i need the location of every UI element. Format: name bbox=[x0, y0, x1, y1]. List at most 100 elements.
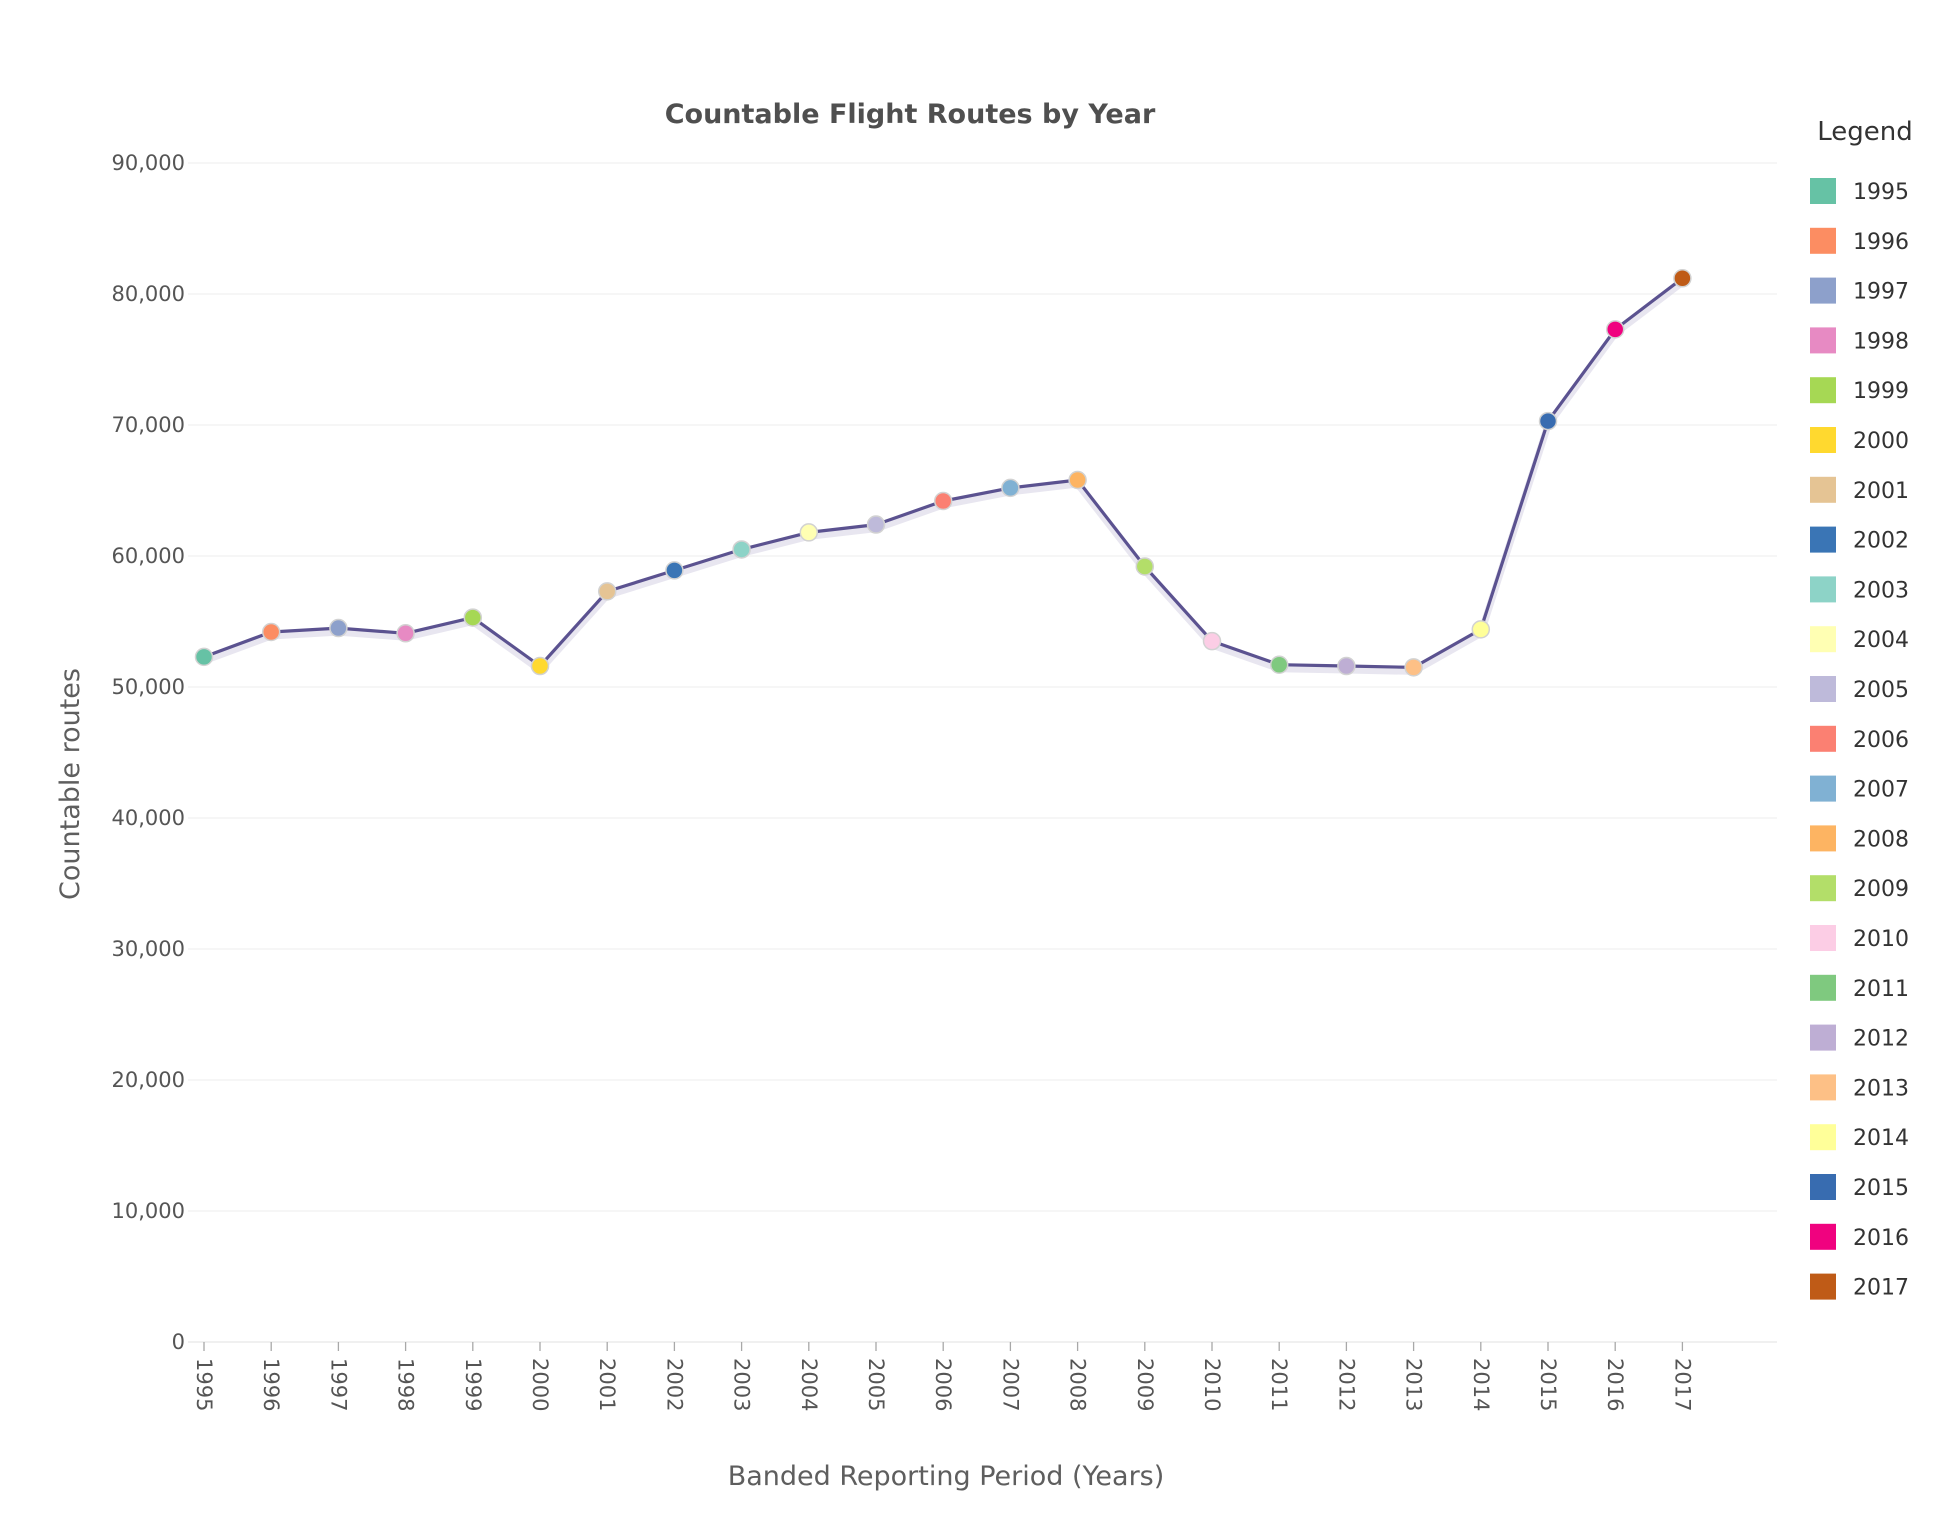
series-line-shadow bbox=[202, 279, 1685, 675]
legend: Legend 1995 1996 1997 1998 1999 2000 2001 2002 2… bbox=[1810, 117, 1913, 1301]
legend-swatch-2004 bbox=[1810, 626, 1836, 653]
legend-label-2009[interactable]: 2009 bbox=[1853, 877, 1909, 902]
x-tick-label: 1995 bbox=[192, 1358, 216, 1411]
y-tick-label: 10,000 bbox=[112, 1199, 185, 1223]
legend-label-1999[interactable]: 1999 bbox=[1853, 379, 1909, 404]
data-point-2005[interactable] bbox=[866, 515, 886, 534]
data-point-2010[interactable] bbox=[1202, 631, 1222, 651]
x-tick-label: 2003 bbox=[730, 1358, 754, 1411]
x-tick-label: 2005 bbox=[864, 1358, 888, 1411]
y-tick-label: 70,000 bbox=[112, 413, 185, 437]
legend-label-1998[interactable]: 1998 bbox=[1853, 329, 1909, 354]
y-tick-label: 50,000 bbox=[112, 675, 185, 699]
legend-label-2003[interactable]: 2003 bbox=[1853, 578, 1909, 603]
x-tick-label: 2009 bbox=[1133, 1358, 1157, 1411]
legend-swatch-2007 bbox=[1810, 775, 1836, 802]
legend-swatch-2017 bbox=[1810, 1273, 1836, 1300]
data-point-1999[interactable] bbox=[463, 608, 483, 627]
x-tick-label: 2002 bbox=[662, 1358, 686, 1411]
data-point-1995[interactable] bbox=[194, 647, 214, 667]
legend-swatch-1998 bbox=[1810, 327, 1836, 354]
x-tick-label: 2012 bbox=[1334, 1358, 1358, 1411]
legend-swatch-2009 bbox=[1810, 875, 1836, 902]
data-point-1997[interactable] bbox=[329, 618, 348, 638]
x-tick-label: 2017 bbox=[1670, 1358, 1694, 1411]
legend-label-2016[interactable]: 2016 bbox=[1853, 1226, 1909, 1251]
x-tick-label: 1999 bbox=[461, 1358, 485, 1411]
legend-label-2004[interactable]: 2004 bbox=[1853, 628, 1909, 653]
data-point-2013[interactable] bbox=[1404, 658, 1423, 677]
data-point-2011[interactable] bbox=[1269, 655, 1289, 674]
legend-swatch-2005 bbox=[1810, 676, 1836, 702]
legend-label-2017[interactable]: 2017 bbox=[1853, 1276, 1909, 1301]
legend-swatch-2001 bbox=[1810, 476, 1836, 503]
x-tick-label: 2007 bbox=[998, 1358, 1022, 1411]
legend-swatch-2015 bbox=[1810, 1174, 1836, 1200]
legend-label-2000[interactable]: 2000 bbox=[1853, 429, 1909, 454]
data-point-2003[interactable] bbox=[732, 540, 751, 559]
legend-swatch-2006 bbox=[1810, 725, 1836, 752]
legend-label-1995[interactable]: 1995 bbox=[1853, 180, 1909, 205]
legend-swatch-2003 bbox=[1810, 576, 1836, 603]
legend-label-1996[interactable]: 1996 bbox=[1853, 230, 1909, 255]
x-tick-label: 2001 bbox=[595, 1358, 619, 1411]
legend-label-1997[interactable]: 1997 bbox=[1853, 280, 1909, 305]
x-tick-label: 2011 bbox=[1267, 1358, 1291, 1411]
legend-swatch-1999 bbox=[1810, 377, 1836, 404]
data-point-1998[interactable] bbox=[396, 624, 415, 643]
data-point-1996[interactable] bbox=[261, 622, 281, 642]
legend-label-2005[interactable]: 2005 bbox=[1853, 678, 1909, 703]
data-point-2012[interactable] bbox=[1337, 656, 1356, 676]
data-point-2016[interactable] bbox=[1605, 320, 1625, 339]
x-tick-label: 2015 bbox=[1536, 1358, 1560, 1411]
x-tick-label: 2006 bbox=[931, 1358, 955, 1411]
y-tick-label: 80,000 bbox=[112, 282, 185, 306]
data-point-2001[interactable] bbox=[597, 582, 617, 601]
y-axis-title: Countable routes bbox=[55, 668, 86, 900]
grid bbox=[188, 162, 1777, 1343]
legend-label-2014[interactable]: 2014 bbox=[1853, 1126, 1909, 1151]
legend-label-2011[interactable]: 2011 bbox=[1853, 977, 1909, 1002]
x-tick-label: 1997 bbox=[326, 1358, 350, 1411]
y-tick-label: 90,000 bbox=[112, 151, 185, 175]
legend-label-2013[interactable]: 2013 bbox=[1853, 1076, 1909, 1101]
series-line bbox=[202, 276, 1685, 670]
y-tick-label: 60,000 bbox=[112, 544, 185, 568]
legend-label-2007[interactable]: 2007 bbox=[1853, 778, 1909, 803]
x-tick-label: 1998 bbox=[394, 1358, 418, 1411]
legend-label-2015[interactable]: 2015 bbox=[1853, 1176, 1909, 1201]
data-point-2006[interactable] bbox=[933, 491, 953, 511]
x-tick-label: 2013 bbox=[1402, 1358, 1426, 1411]
legend-label-2001[interactable]: 2001 bbox=[1853, 479, 1909, 504]
legend-swatch-1995 bbox=[1810, 178, 1836, 204]
legend-label-2010[interactable]: 2010 bbox=[1853, 927, 1909, 952]
y-tick-label: 0 bbox=[172, 1330, 185, 1354]
data-point-2017[interactable] bbox=[1673, 269, 1692, 288]
x-tick-label: 2004 bbox=[797, 1358, 821, 1411]
legend-label-2008[interactable]: 2008 bbox=[1853, 827, 1909, 852]
data-point-2004[interactable] bbox=[799, 523, 819, 542]
y-tick-label: 20,000 bbox=[112, 1068, 185, 1092]
x-tick-label: 2016 bbox=[1603, 1358, 1627, 1411]
x-tick-label: 1996 bbox=[259, 1358, 283, 1411]
legend-swatch-1997 bbox=[1810, 277, 1836, 304]
data-point-2000[interactable] bbox=[530, 656, 550, 676]
legend-label-2002[interactable]: 2002 bbox=[1853, 529, 1909, 554]
x-tick-label: 2000 bbox=[528, 1358, 552, 1411]
data-point-2007[interactable] bbox=[1001, 478, 1020, 498]
data-point-2009[interactable] bbox=[1135, 557, 1155, 576]
legend-label-2012[interactable]: 2012 bbox=[1853, 1027, 1909, 1052]
legend-label-2006[interactable]: 2006 bbox=[1853, 728, 1909, 753]
y-tick-label: 40,000 bbox=[112, 806, 185, 830]
data-point-2008[interactable] bbox=[1068, 470, 1087, 490]
legend-title: Legend bbox=[1817, 117, 1913, 147]
x-axis: 1995 1996 1997 1998 1999 2000 2001 2002 2003 2004… bbox=[192, 1342, 1694, 1411]
data-point-2015[interactable] bbox=[1538, 411, 1558, 431]
legend-swatch-2011 bbox=[1810, 974, 1836, 1001]
legend-swatch-2012 bbox=[1810, 1024, 1836, 1051]
x-tick-label: 2008 bbox=[1066, 1358, 1090, 1411]
x-tick-label: 2014 bbox=[1469, 1358, 1493, 1411]
data-point-2002[interactable] bbox=[665, 561, 684, 580]
data-point-2014[interactable] bbox=[1471, 620, 1491, 639]
